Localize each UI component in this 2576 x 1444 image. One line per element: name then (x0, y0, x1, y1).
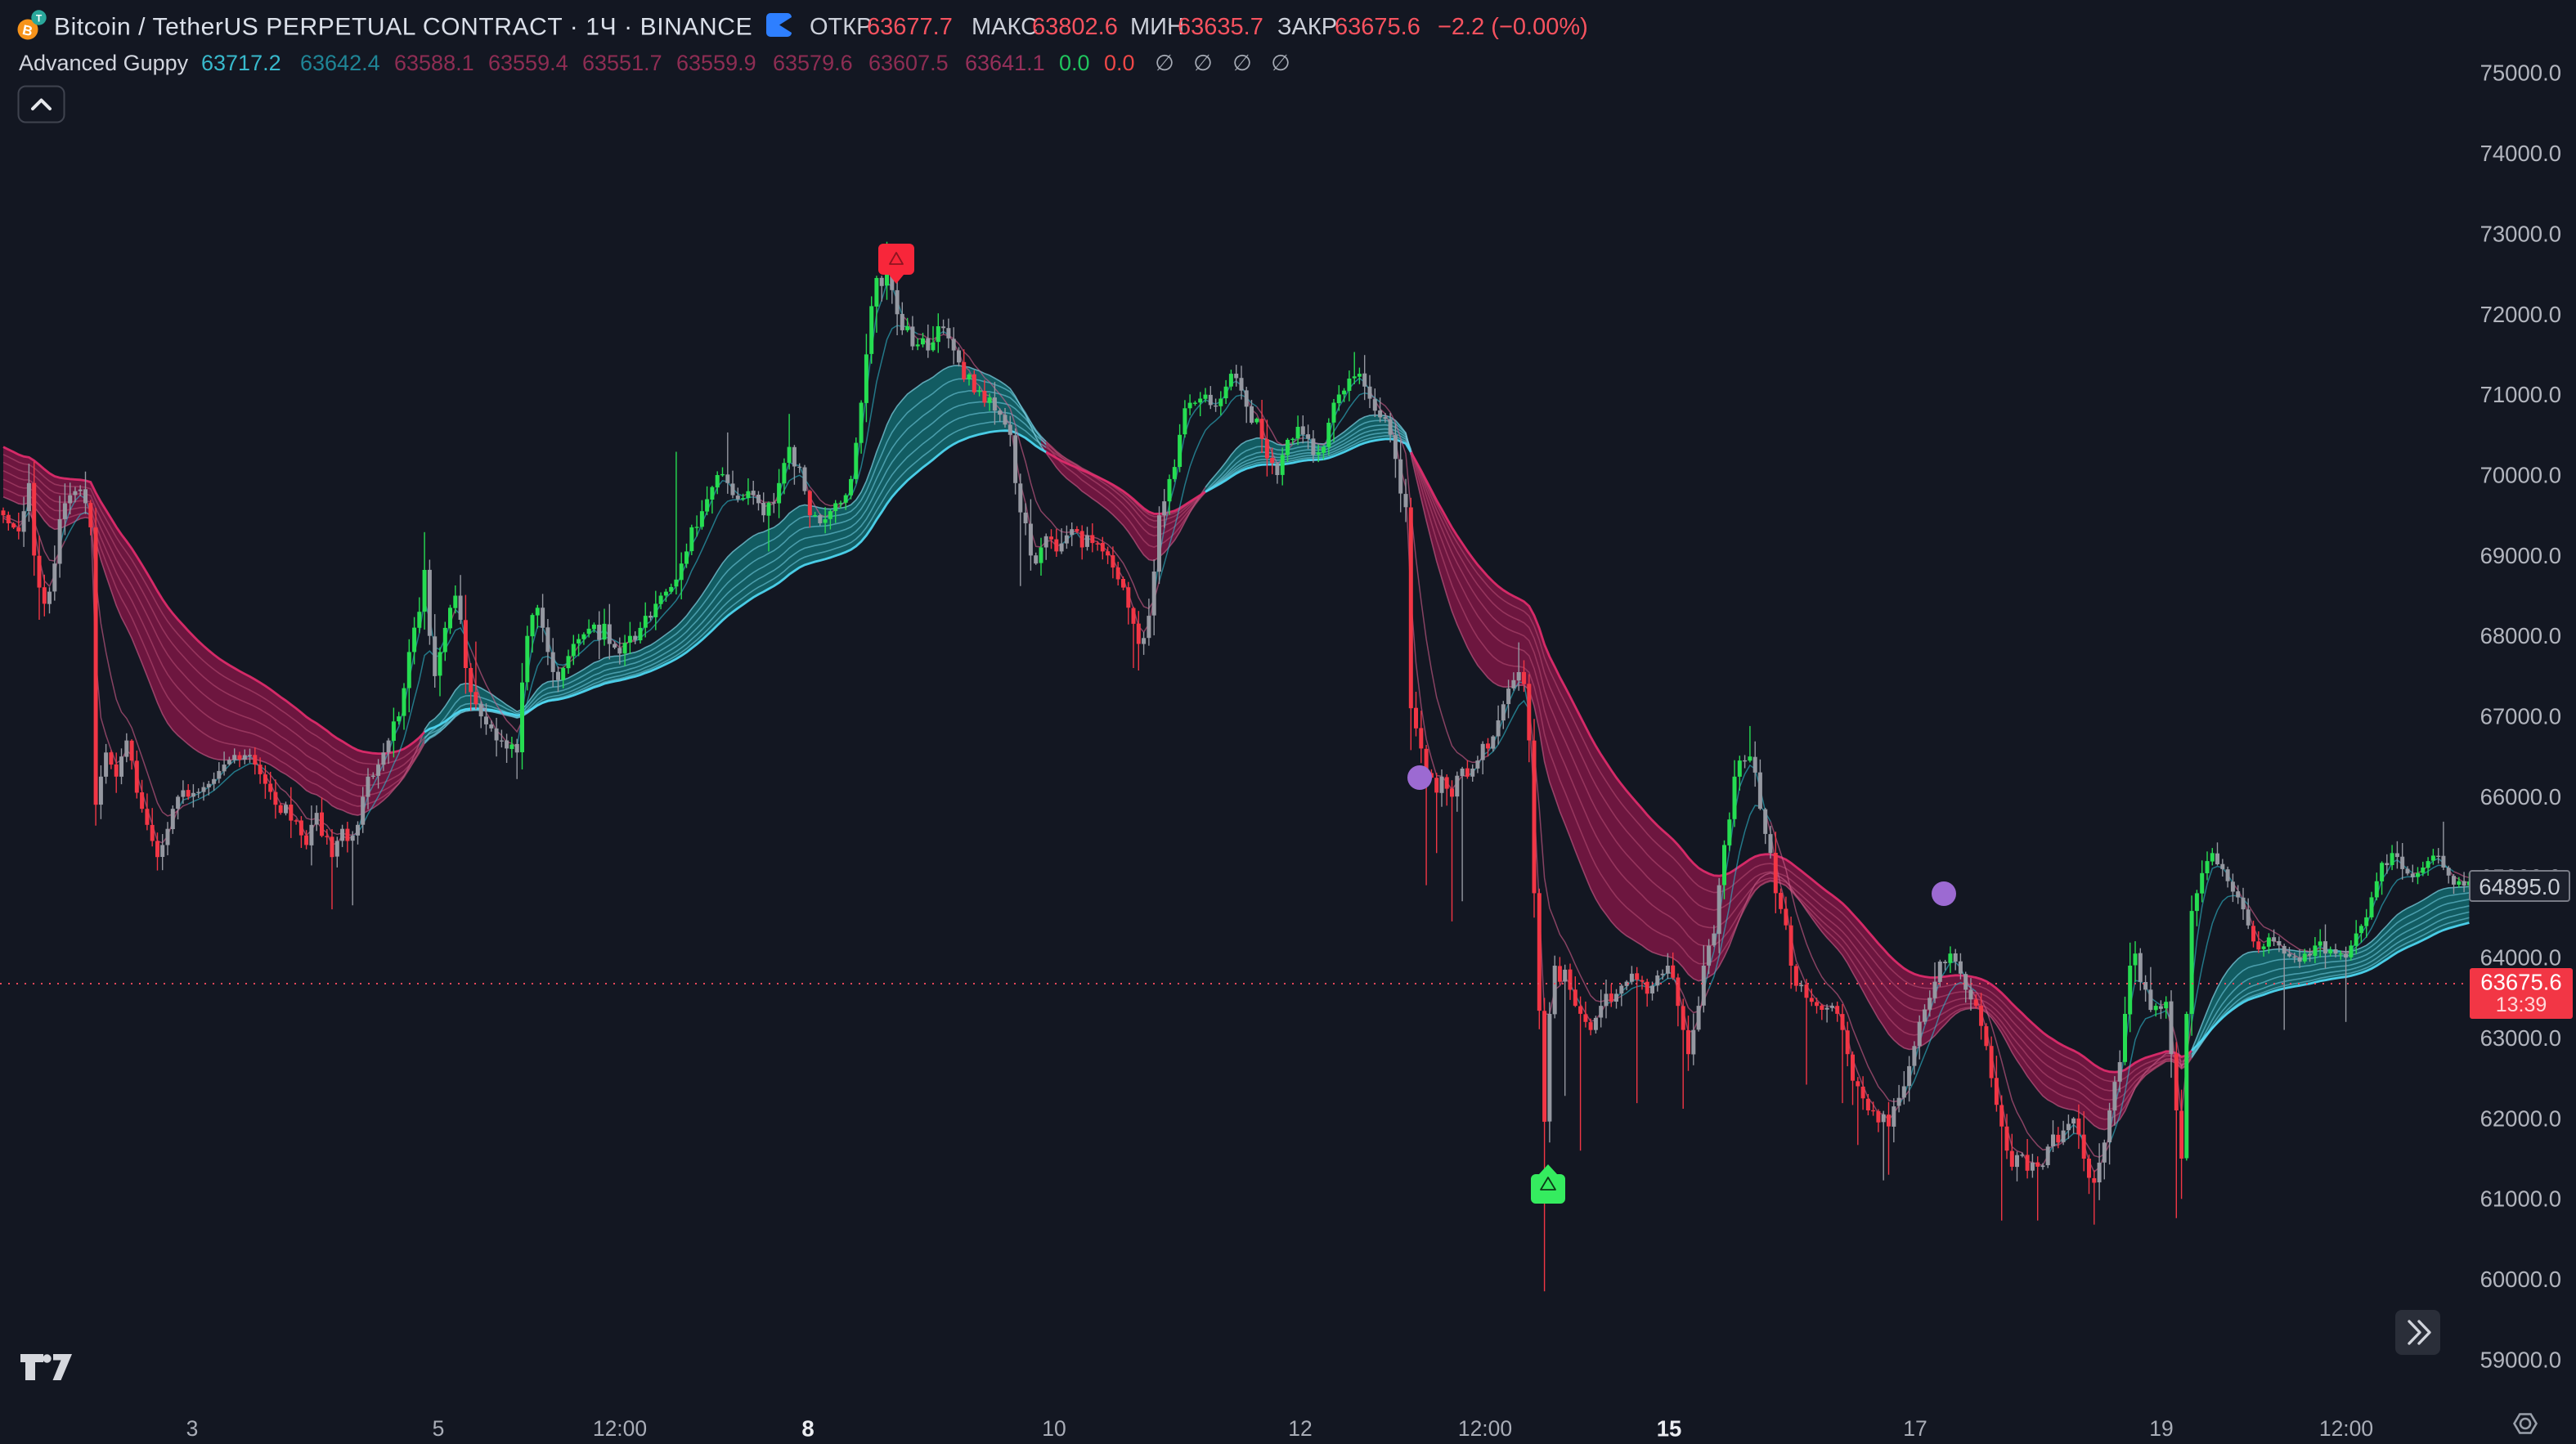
svg-text:63000.0: 63000.0 (2480, 1025, 2561, 1051)
svg-text:75000.0: 75000.0 (2480, 61, 2561, 86)
svg-text:5: 5 (433, 1416, 445, 1441)
svg-text:63802.6: 63802.6 (1032, 14, 1118, 40)
svg-text:63635.7: 63635.7 (1178, 14, 1263, 40)
svg-text:62000.0: 62000.0 (2480, 1105, 2561, 1131)
svg-text:59000.0: 59000.0 (2480, 1347, 2561, 1372)
svg-text:19: 19 (2149, 1416, 2173, 1441)
svg-text:64895.0: 64895.0 (2479, 874, 2560, 899)
svg-text:73000.0: 73000.0 (2480, 221, 2561, 246)
svg-text:МИН: МИН (1130, 14, 1184, 40)
svg-text:63588.1: 63588.1 (394, 51, 474, 75)
svg-text:66000.0: 66000.0 (2480, 784, 2561, 809)
svg-text:63642.4: 63642.4 (300, 51, 380, 75)
svg-text:63677.7: 63677.7 (867, 14, 953, 40)
svg-text:15: 15 (1657, 1416, 1682, 1442)
svg-text:МАКС: МАКС (972, 14, 1038, 40)
svg-text:63675.6: 63675.6 (1335, 14, 1420, 40)
svg-text:Advanced Guppy: Advanced Guppy (19, 51, 189, 75)
svg-text:−2.2 (−0.00%): −2.2 (−0.00%) (1438, 14, 1588, 40)
svg-text:0.0: 0.0 (1059, 51, 1090, 75)
svg-text:T: T (36, 13, 43, 25)
svg-text:67000.0: 67000.0 (2480, 704, 2561, 729)
svg-text:63551.7: 63551.7 (582, 51, 662, 75)
svg-text:∅: ∅ (1155, 51, 1174, 75)
svg-text:63559.9: 63559.9 (676, 51, 756, 75)
svg-text:61000.0: 61000.0 (2480, 1186, 2561, 1212)
svg-text:∅: ∅ (1193, 51, 1213, 75)
svg-text:ЗАКР: ЗАКР (1277, 14, 1337, 40)
svg-text:63559.4: 63559.4 (488, 51, 568, 75)
svg-text:∅: ∅ (1271, 51, 1290, 75)
svg-text:3: 3 (186, 1416, 199, 1441)
svg-text:Bitcoin / TetherUS PERPETUAL C: Bitcoin / TetherUS PERPETUAL CONTRACT · … (54, 14, 752, 41)
svg-text:74000.0: 74000.0 (2480, 141, 2561, 166)
svg-text:60000.0: 60000.0 (2480, 1267, 2561, 1292)
svg-text:∅: ∅ (1232, 51, 1252, 75)
svg-text:71000.0: 71000.0 (2480, 382, 2561, 407)
svg-text:63717.2: 63717.2 (201, 51, 281, 75)
svg-text:12:00: 12:00 (2319, 1416, 2373, 1441)
svg-text:63579.6: 63579.6 (773, 51, 853, 75)
svg-text:70000.0: 70000.0 (2480, 463, 2561, 488)
svg-text:12:00: 12:00 (593, 1416, 647, 1441)
svg-text:72000.0: 72000.0 (2480, 302, 2561, 327)
svg-text:0.0: 0.0 (1104, 51, 1135, 75)
svg-text:13:39: 13:39 (2496, 993, 2547, 1016)
svg-text:ОТКР: ОТКР (810, 14, 873, 40)
svg-text:63641.1: 63641.1 (965, 51, 1045, 75)
svg-text:69000.0: 69000.0 (2480, 543, 2561, 568)
svg-text:63607.5: 63607.5 (868, 51, 949, 75)
svg-text:B: B (21, 22, 34, 39)
svg-text:17: 17 (1903, 1416, 1927, 1441)
svg-text:63675.6: 63675.6 (2480, 970, 2561, 995)
svg-text:8: 8 (801, 1416, 814, 1442)
svg-text:12:00: 12:00 (1458, 1416, 1512, 1441)
svg-text:12: 12 (1288, 1416, 1312, 1441)
svg-text:68000.0: 68000.0 (2480, 623, 2561, 648)
svg-text:10: 10 (1042, 1416, 1066, 1441)
svg-text:64000.0: 64000.0 (2480, 945, 2561, 971)
